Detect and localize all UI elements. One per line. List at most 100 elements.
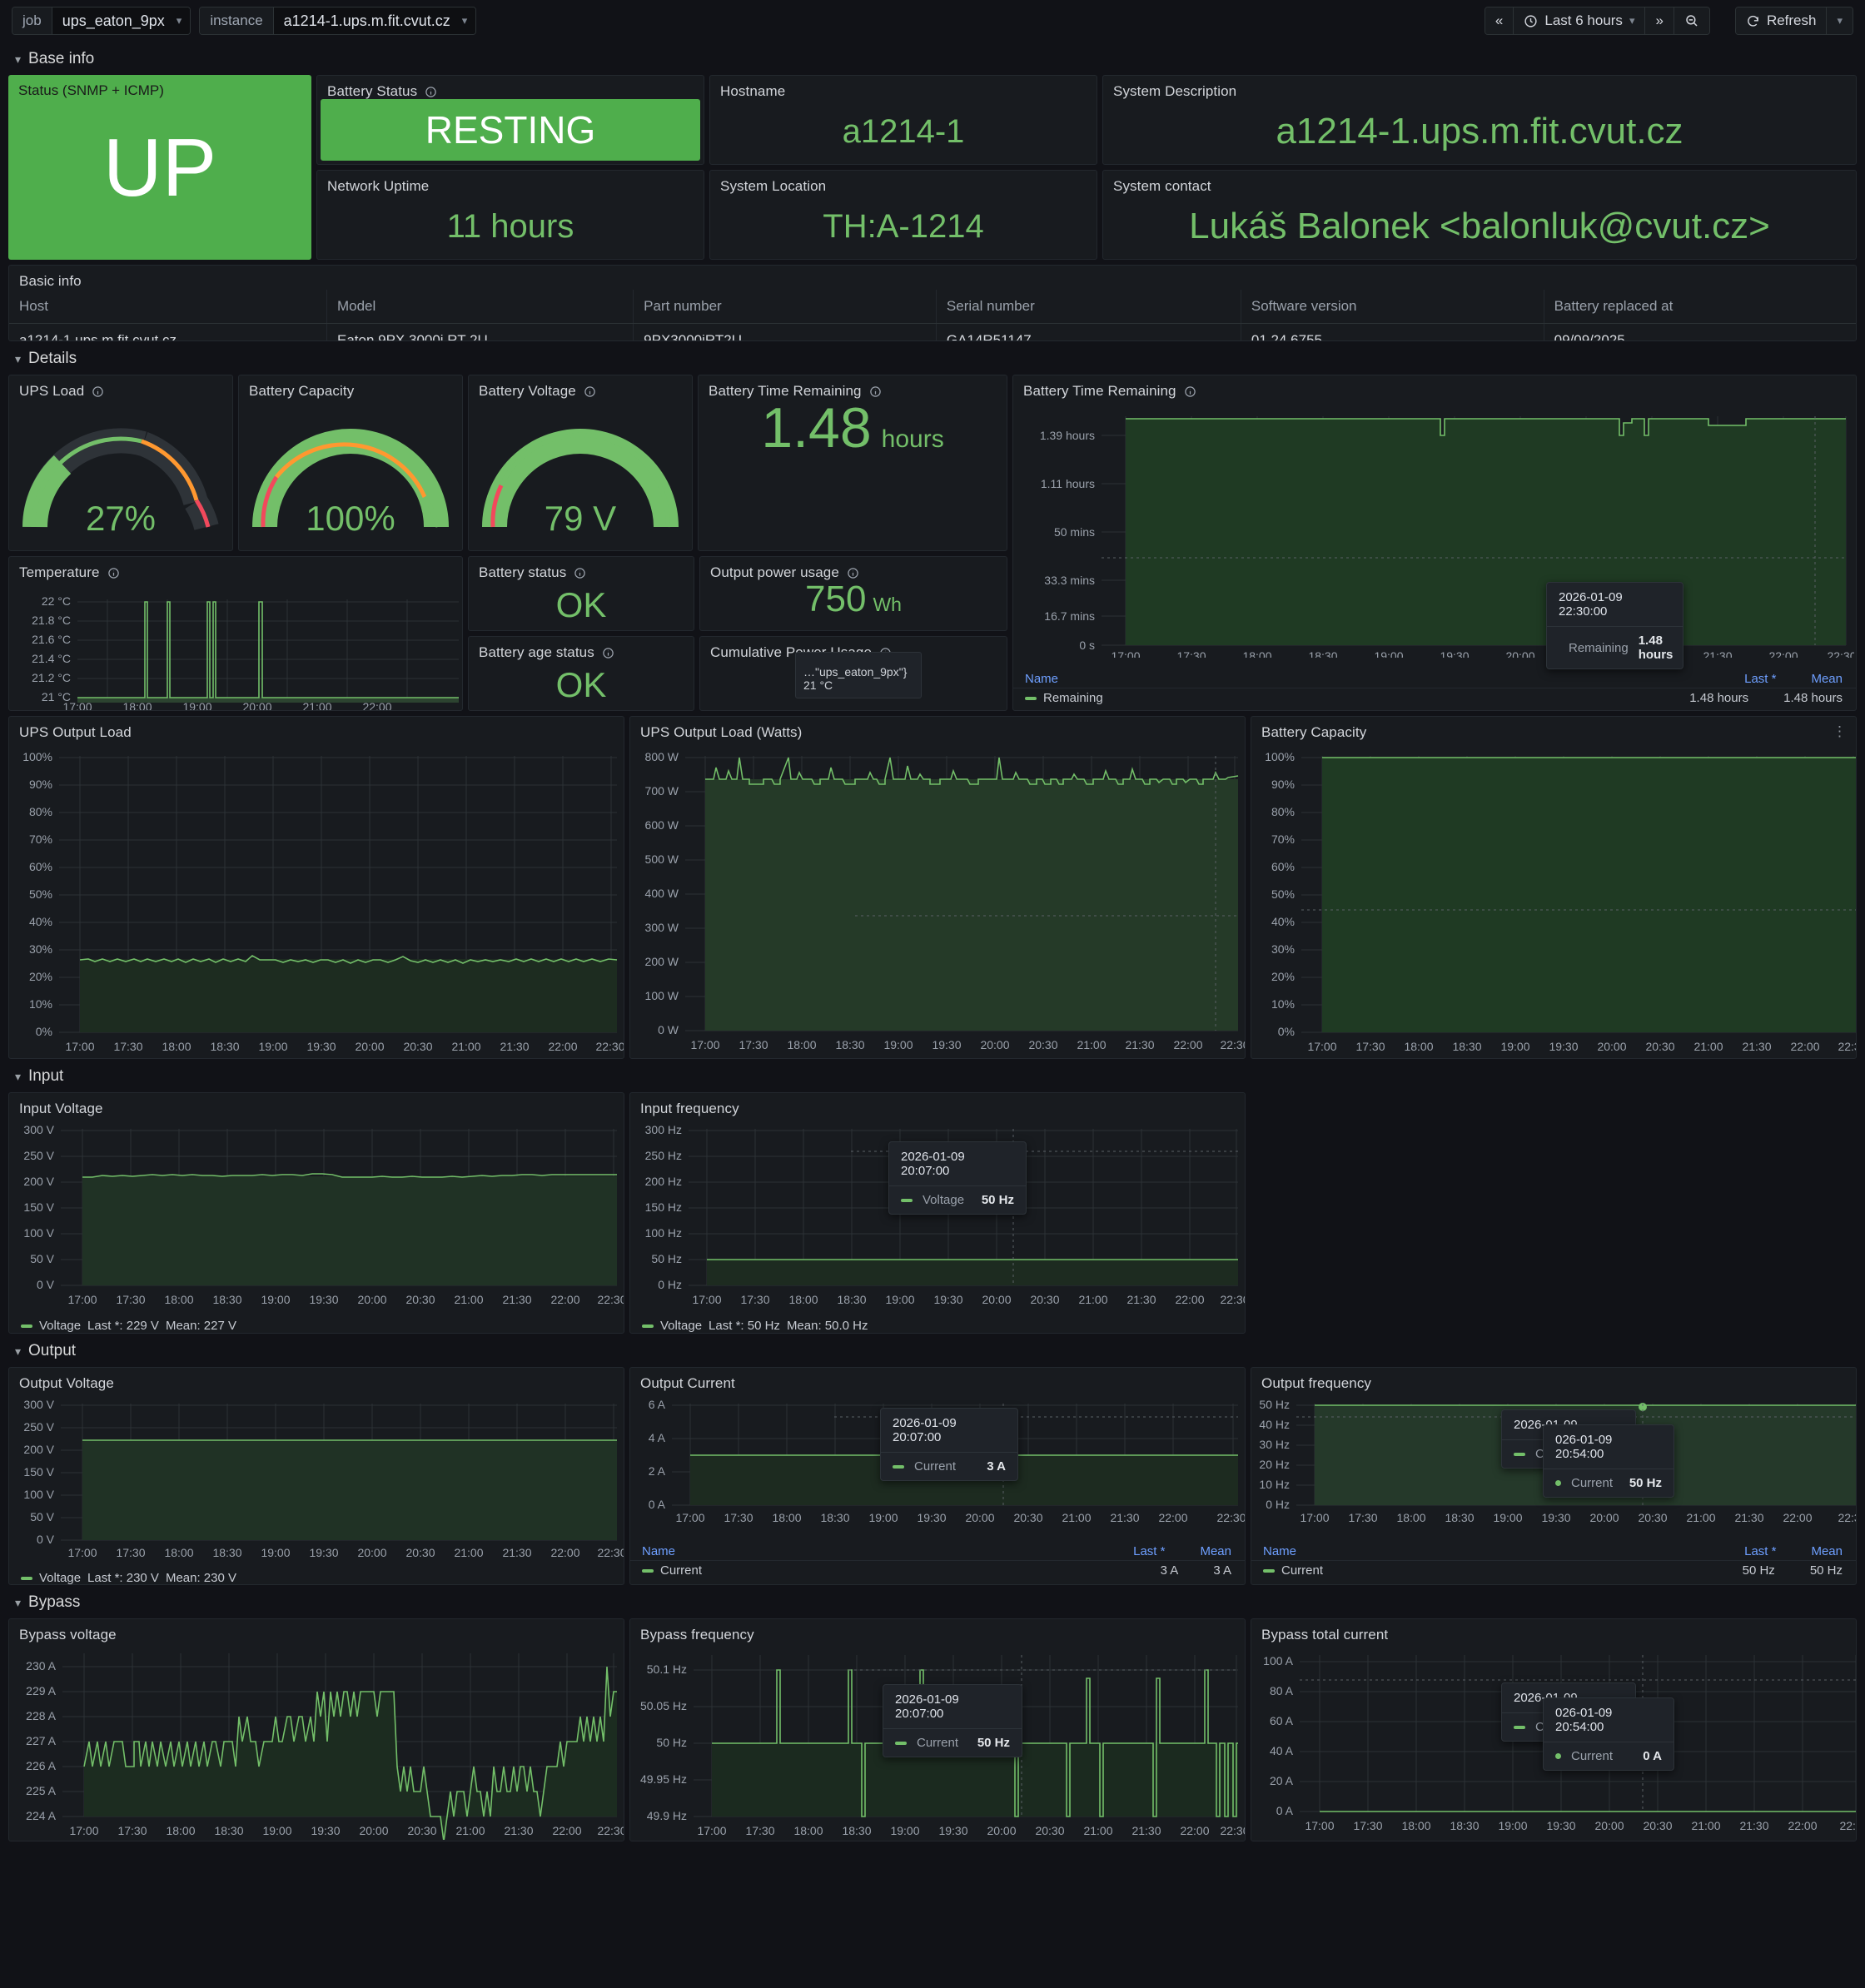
- legend-series-name[interactable]: Voltage: [39, 1319, 82, 1333]
- panel-output-power-usage[interactable]: Output power usage 750 Wh: [699, 556, 1007, 631]
- panel-bypass-voltage[interactable]: Bypass voltage 230 A 229 A 228 A 227 A 2…: [8, 1618, 624, 1841]
- status-value: UP: [102, 122, 217, 213]
- panel-battery-status-ok[interactable]: Battery status OK: [468, 556, 694, 631]
- legend-col-name[interactable]: Name: [1263, 1544, 1297, 1558]
- panel-hostname[interactable]: Hostname a1214-1: [709, 75, 1097, 165]
- svg-text:19:00: 19:00: [261, 1546, 290, 1559]
- svg-text:50%: 50%: [1271, 887, 1295, 901]
- th-software-version[interactable]: Software version: [1241, 290, 1544, 324]
- panel-title: Battery age status: [469, 637, 694, 661]
- instance-variable[interactable]: instance a1214-1.ups.m.fit.cvut.cz ▾: [199, 7, 477, 35]
- time-shift-back-button[interactable]: «: [1485, 7, 1514, 34]
- svg-text:300 Hz: 300 Hz: [645, 1123, 682, 1136]
- svg-text:19:00: 19:00: [1493, 1511, 1522, 1524]
- panel-basic-info[interactable]: Basic info Host Model Part number Serial…: [8, 265, 1857, 341]
- panel-ups-load[interactable]: UPS Load 27%: [8, 375, 233, 551]
- panel-output-current[interactable]: Output Current 6 A 4 A 2 A 0 A: [629, 1367, 1246, 1585]
- svg-text:225 A: 225 A: [26, 1784, 56, 1797]
- th-part-number[interactable]: Part number: [633, 290, 937, 324]
- info-icon[interactable]: [425, 86, 437, 98]
- panel-bypass-total-current[interactable]: Bypass total current 100 A 80 A 60 A 40 …: [1251, 1618, 1857, 1841]
- section-header-output[interactable]: ▾ Output: [0, 1334, 1865, 1367]
- svg-text:22:00: 22:00: [1768, 649, 1798, 658]
- th-battery-replaced-at[interactable]: Battery replaced at: [1544, 290, 1856, 324]
- legend-col-name[interactable]: Name: [1025, 672, 1059, 686]
- refresh-button[interactable]: Refresh: [1735, 7, 1828, 34]
- legend-col-last[interactable]: Last *: [1744, 672, 1777, 686]
- info-icon[interactable]: [92, 385, 104, 398]
- panel-battery-time-remaining-stat[interactable]: Battery Time Remaining 1.48 hours: [698, 375, 1007, 551]
- svg-text:250 V: 250 V: [23, 1420, 54, 1434]
- svg-text:20:30: 20:30: [1035, 1824, 1064, 1837]
- panel-temperature[interactable]: Temperature 22 °C 21.8 °C 21.6 °C 21.4 °…: [8, 556, 463, 711]
- panel-battery-voltage[interactable]: Battery Voltage 79 V: [468, 375, 693, 551]
- info-icon[interactable]: [107, 567, 120, 579]
- bypass-voltage-area: [84, 1667, 617, 1841]
- out-voltage-area: [82, 1440, 617, 1540]
- th-model[interactable]: Model: [326, 290, 634, 324]
- section-header-input[interactable]: ▾ Input: [0, 1059, 1865, 1092]
- panel-title: Temperature: [9, 557, 462, 581]
- time-range-text: Last 6 hours: [1544, 12, 1623, 28]
- legend-series-name[interactable]: Current: [660, 1563, 703, 1578]
- panel-battery-age-status[interactable]: Battery age status OK: [468, 636, 694, 711]
- panel-network-uptime[interactable]: Network Uptime 11 hours: [316, 170, 704, 260]
- svg-text:6 A: 6 A: [649, 1398, 666, 1411]
- input-voltage-chart: 300 V 250 V 200 V 150 V 100 V 50 V 0 V: [23, 1123, 624, 1306]
- zoom-out-button[interactable]: [1674, 7, 1709, 34]
- panel-ups-output-load[interactable]: UPS Output Load 100% 90% 80% 70% 60% 50%…: [8, 716, 624, 1059]
- th-serial-number[interactable]: Serial number: [936, 290, 1241, 324]
- panel-battery-time-remaining-graph[interactable]: Battery Time Remaining 1.39 hours 1.11 h…: [1012, 375, 1857, 711]
- panel-system-location[interactable]: System Location TH:A-1214: [709, 170, 1097, 260]
- info-icon[interactable]: [602, 647, 614, 659]
- panel-bypass-frequency[interactable]: Bypass frequency 50.1 Hz 50.05 Hz 50 Hz …: [629, 1618, 1246, 1841]
- y-axis-labels: 300 V 250 V 200 V 150 V 100 V 50 V 0 V: [23, 1123, 54, 1291]
- output-voltage-legend: Voltage Last *: 230 V Mean: 230 V: [9, 1568, 624, 1585]
- legend-series-name[interactable]: Remaining: [1043, 691, 1103, 705]
- panel-input-voltage[interactable]: Input Voltage 300 V 250 V 200 V 150 V 10…: [8, 1092, 624, 1334]
- panel-battery-capacity-graph[interactable]: Battery Capacity ⋮ 100% 90% 80% 70% 60% …: [1251, 716, 1857, 1059]
- panel-battery-status[interactable]: Battery Status RESTING: [316, 75, 704, 165]
- instance-variable-value[interactable]: a1214-1.ups.m.fit.cvut.cz ▾: [273, 7, 476, 34]
- panel-menu-icon[interactable]: ⋮: [1833, 723, 1848, 739]
- panel-battery-capacity-gauge[interactable]: Battery Capacity 100%: [238, 375, 463, 551]
- time-range-picker[interactable]: Last 6 hours ▾: [1514, 7, 1646, 34]
- panel-ups-output-load-watts[interactable]: UPS Output Load (Watts) 800 W 700 W 600 …: [629, 716, 1246, 1059]
- panel-output-voltage[interactable]: Output Voltage 300 V 250 V 200 V 150 V 1…: [8, 1367, 624, 1585]
- info-icon[interactable]: [1184, 385, 1196, 398]
- panel-system-description[interactable]: System Description a1214-1.ups.m.fit.cvu…: [1102, 75, 1857, 165]
- legend-col-name[interactable]: Name: [642, 1544, 676, 1558]
- legend-series-name[interactable]: Voltage: [660, 1319, 703, 1333]
- panel-input-frequency[interactable]: Input frequency 300 Hz 250 Hz 200 Hz 150…: [629, 1092, 1246, 1334]
- info-icon[interactable]: [869, 385, 882, 398]
- cell-model: Eaton 9PX 3000i RT 2U: [326, 323, 634, 340]
- legend-col-last[interactable]: Last *: [1744, 1544, 1777, 1558]
- svg-text:21:30: 21:30: [504, 1824, 533, 1837]
- section-header-bypass[interactable]: ▾ Bypass: [0, 1585, 1865, 1618]
- job-variable[interactable]: job ups_eaton_9px ▾: [12, 7, 191, 35]
- info-icon[interactable]: [574, 567, 586, 579]
- info-icon[interactable]: [584, 385, 596, 398]
- panel-system-contact[interactable]: System contact Lukáš Balonek <balonluk@c…: [1102, 170, 1857, 260]
- th-host[interactable]: Host: [9, 290, 327, 324]
- job-variable-value[interactable]: ups_eaton_9px ▾: [52, 7, 191, 34]
- svg-text:22:30: 22:30: [1220, 1038, 1246, 1051]
- legend-col-last[interactable]: Last *: [1133, 1544, 1166, 1558]
- svg-text:18:30: 18:30: [1445, 1511, 1474, 1524]
- legend-col-mean[interactable]: Mean: [1200, 1544, 1231, 1558]
- info-icon[interactable]: [847, 567, 859, 579]
- legend-series-name[interactable]: Current: [1281, 1563, 1324, 1578]
- section-header-details[interactable]: ▾ Details: [0, 341, 1865, 375]
- panel-output-frequency[interactable]: Output frequency 50 Hz 40 Hz 30 Hz 20 Hz…: [1251, 1367, 1857, 1585]
- svg-text:1.11 hours: 1.11 hours: [1041, 477, 1095, 490]
- legend-col-mean[interactable]: Mean: [1811, 672, 1843, 686]
- svg-text:80%: 80%: [1271, 805, 1295, 818]
- panel-status-snmp-icmp[interactable]: Status (SNMP + ICMP) UP: [8, 75, 311, 260]
- svg-text:18:30: 18:30: [212, 1546, 241, 1559]
- legend-col-mean[interactable]: Mean: [1811, 1544, 1843, 1558]
- refresh-interval-dropdown[interactable]: ▾: [1827, 7, 1853, 34]
- time-shift-forward-button[interactable]: »: [1645, 7, 1674, 34]
- section-header-base-info[interactable]: ▾ Base info: [0, 42, 1865, 75]
- legend-series-name[interactable]: Voltage: [39, 1571, 82, 1585]
- panel-cumulative-power-usage[interactable]: Cumulative Power Usage 2.0 …"ups_eaton_9…: [699, 636, 1007, 711]
